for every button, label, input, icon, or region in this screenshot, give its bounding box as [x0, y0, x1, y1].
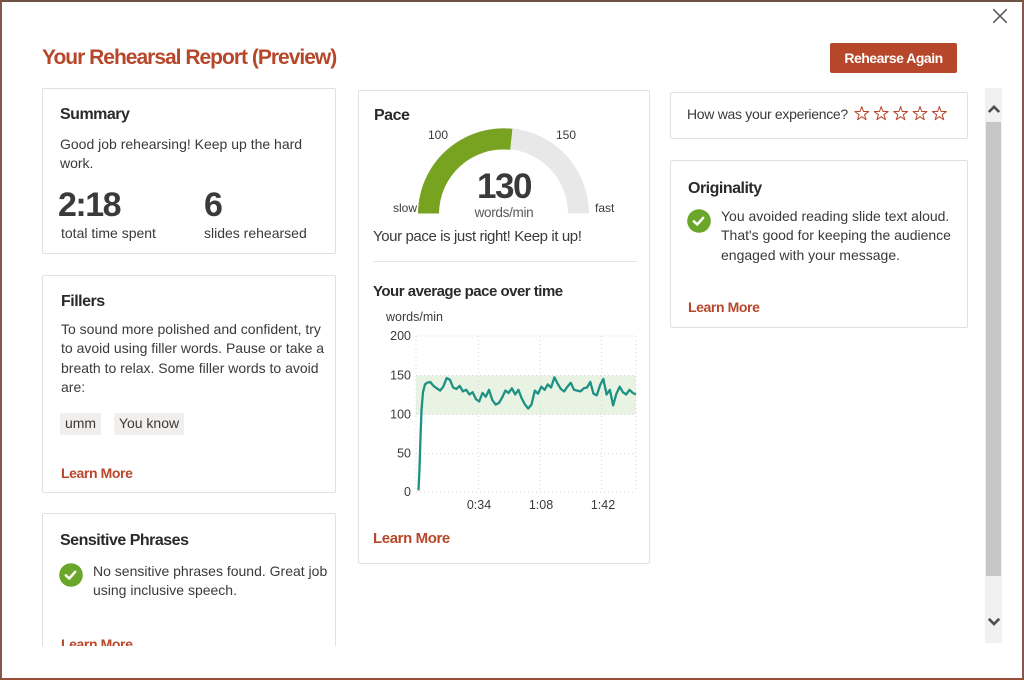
svg-text:0:34: 0:34 [467, 498, 491, 512]
svg-text:200: 200 [390, 329, 411, 343]
svg-text:100: 100 [390, 408, 411, 422]
svg-text:150: 150 [390, 369, 411, 383]
svg-text:50: 50 [397, 447, 411, 461]
svg-text:1:42: 1:42 [591, 498, 615, 512]
svg-text:1:08: 1:08 [529, 498, 553, 512]
svg-text:words/min: words/min [385, 310, 443, 324]
svg-text:0: 0 [404, 485, 411, 499]
